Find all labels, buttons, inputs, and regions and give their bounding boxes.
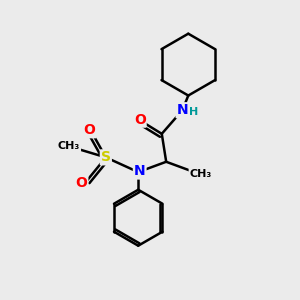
Text: S: S <box>101 150 111 164</box>
Text: O: O <box>134 113 146 127</box>
Text: CH₃: CH₃ <box>190 169 212 178</box>
Text: N: N <box>134 164 146 178</box>
Text: O: O <box>84 123 96 137</box>
Text: N: N <box>177 103 188 117</box>
Text: CH₃: CH₃ <box>58 141 80 151</box>
Text: H: H <box>189 107 198 117</box>
Text: O: O <box>76 176 87 190</box>
